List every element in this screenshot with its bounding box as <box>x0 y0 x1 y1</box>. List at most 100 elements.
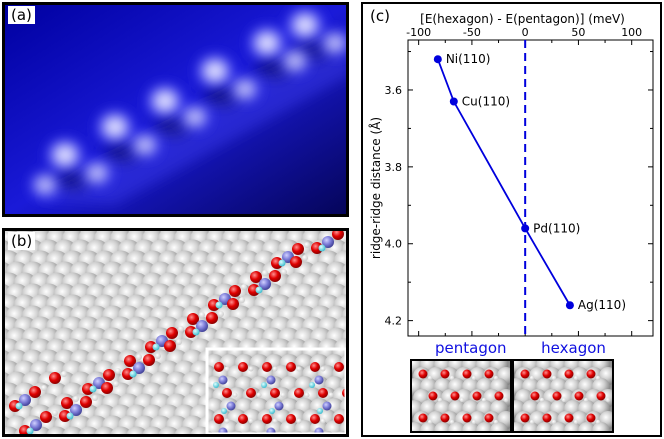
hydrogen-atom <box>113 381 119 387</box>
oxygen-atom <box>586 369 596 379</box>
light-atom <box>261 382 267 388</box>
hydrogen-atom <box>320 418 326 424</box>
oxygen-atom <box>418 413 428 423</box>
hydrogen-atom <box>52 410 58 416</box>
light-atom <box>26 427 34 434</box>
oxygen-atom <box>29 386 41 398</box>
nitrogen-atom <box>274 401 284 411</box>
oxygen-atom <box>214 414 224 424</box>
hydrogen-atom <box>449 419 455 425</box>
hydrogen-atom <box>427 375 433 381</box>
hexagon-structure-thumbnail <box>512 359 614 433</box>
metal-atom <box>476 422 494 432</box>
oxygen-atom <box>164 340 176 352</box>
nitrogen-atom <box>133 362 145 374</box>
panel-label-a: (a) <box>8 6 35 24</box>
oxygen-atom <box>103 369 115 381</box>
stm-bump <box>79 157 115 189</box>
oxygen-atom <box>484 413 494 423</box>
nitrogen-atom <box>266 427 276 434</box>
nitrogen-atom <box>30 419 42 431</box>
hydrogen-atom <box>320 366 326 372</box>
light-atom <box>215 301 223 309</box>
oxygen-atom <box>494 391 504 401</box>
metal-atom <box>62 426 84 434</box>
stm-bump <box>93 107 137 147</box>
metal-atom <box>174 426 196 434</box>
hydrogen-atom <box>551 375 557 381</box>
oxygen-atom <box>332 231 344 240</box>
hydrogen-atom <box>493 375 499 381</box>
hydrogen-atom <box>272 418 278 424</box>
oxygen-atom <box>294 388 304 398</box>
metal-atom <box>536 422 554 432</box>
oxygen-atom <box>428 391 438 401</box>
oxygen-atom <box>248 284 260 296</box>
oxygen-atom <box>472 391 482 401</box>
hydrogen-atom <box>471 419 477 425</box>
light-atom <box>15 402 23 410</box>
hydrogen-atom <box>304 242 310 248</box>
oxygen-atom <box>80 396 92 408</box>
hydrogen-atom <box>583 397 589 403</box>
light-atom <box>213 382 219 388</box>
oxygen-atom <box>440 413 450 423</box>
stm-bump <box>27 169 63 201</box>
metal-atom <box>249 420 270 434</box>
oxygen-atom <box>520 413 530 423</box>
oxygen-atom <box>122 368 134 380</box>
metal-atom <box>46 426 68 434</box>
light-atom <box>255 286 263 294</box>
metal-atom <box>462 422 480 432</box>
hydrogen-atom <box>241 284 247 290</box>
oxygen-atom <box>214 362 224 372</box>
oxygen-atom <box>166 327 178 339</box>
oxygen-atom <box>49 372 61 384</box>
hydrogen-atom <box>573 419 579 425</box>
stm-bump <box>317 27 346 59</box>
oxygen-atom <box>462 369 472 379</box>
light-atom <box>278 259 286 267</box>
hydrogen-atom <box>595 375 601 381</box>
hydrogen-atom <box>539 397 545 403</box>
nitrogen-atom <box>314 375 324 385</box>
hydrogen-atom <box>262 270 268 276</box>
hydrogen-atom <box>218 311 224 317</box>
oxygen-atom <box>238 362 248 372</box>
hydrogen-atom <box>115 368 121 374</box>
hydrogen-atom <box>296 418 302 424</box>
hydrogen-atom <box>248 366 254 372</box>
oxygen-atom <box>187 313 199 325</box>
oxygen-atom <box>542 413 552 423</box>
light-atom <box>309 382 315 388</box>
oxygen-atom <box>290 256 302 268</box>
series-line <box>436 58 571 306</box>
metal-atom <box>564 422 582 432</box>
hydrogen-atom <box>529 419 535 425</box>
light-atom <box>192 328 200 336</box>
light-atom <box>66 412 74 420</box>
stm-image <box>5 5 346 214</box>
hydrogen-atom <box>493 419 499 425</box>
stm-bump <box>127 129 163 161</box>
metal-atom <box>294 420 315 434</box>
hydrogen-atom <box>92 395 98 401</box>
point-label: Pd(110) <box>533 221 580 235</box>
plot-frame <box>407 39 654 337</box>
oxygen-atom <box>418 369 428 379</box>
metal-atom <box>592 422 610 432</box>
nitrogen-atom <box>259 278 271 290</box>
panel-label-c: (c) <box>367 7 393 25</box>
stm-bump <box>43 135 87 175</box>
y-tick-label: 3.6 <box>385 84 403 97</box>
inset-frame <box>205 347 346 434</box>
metal-atom <box>126 426 148 434</box>
hydrogen-atom <box>256 392 262 398</box>
light-atom <box>221 408 227 414</box>
hydrogen-atom <box>232 392 238 398</box>
hydrogen-atom <box>459 397 465 403</box>
nitrogen-atom <box>196 320 208 332</box>
oxygen-atom <box>310 362 320 372</box>
y-tick-label: 4.0 <box>385 238 403 251</box>
hydrogen-atom <box>449 375 455 381</box>
